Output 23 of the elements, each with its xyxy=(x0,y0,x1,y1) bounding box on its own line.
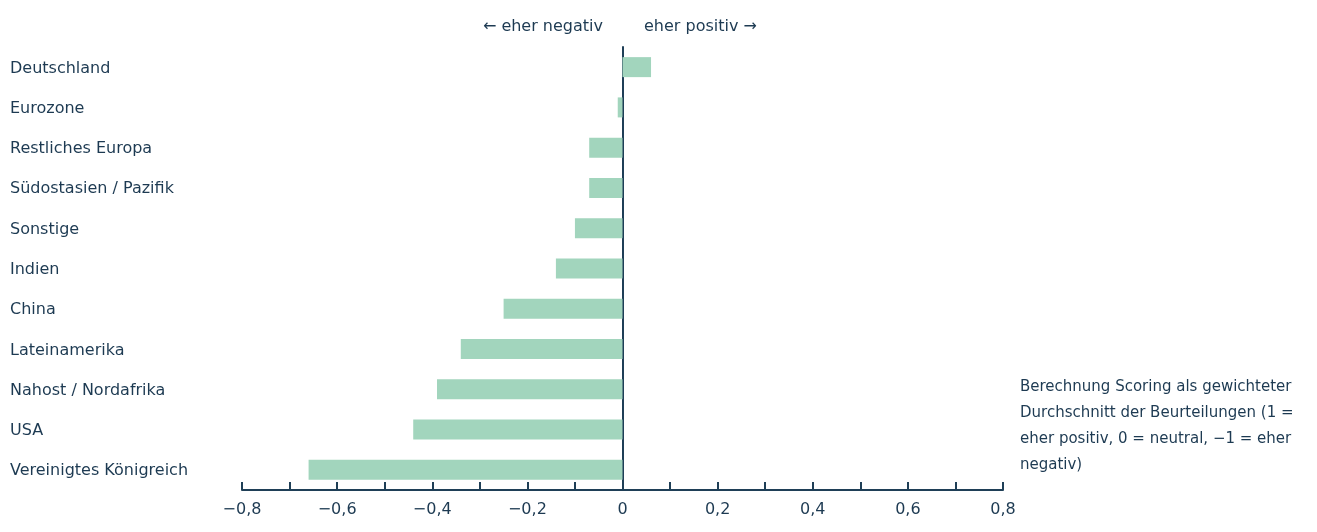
y-tick-label: Sonstige xyxy=(10,218,80,238)
y-tick-label: Restliches Europa xyxy=(10,138,153,158)
y-tick-label: Lateinamerika xyxy=(10,339,125,359)
x-tick-label: 0,4 xyxy=(800,498,826,518)
x-tick-label: 0 xyxy=(617,498,628,518)
y-tick-label: Nahost / Nordafrika xyxy=(10,379,166,399)
x-tick-label: 0,8 xyxy=(990,498,1016,518)
y-tick-label: Deutschland xyxy=(10,57,111,77)
y-tick-label: Eurozone xyxy=(10,97,85,117)
x-tick-label: −0,4 xyxy=(412,498,452,518)
text: Berechnung Scoring als gewichteter Durchschnitt der Beurteilungen (1 = eher positiv, 0 = neutral, −1 = eher negativ) xyxy=(1020,377,1299,473)
y-tick-label: China xyxy=(10,299,56,319)
x-tick-label: 0,2 xyxy=(704,498,731,518)
y-tick-label: Indien xyxy=(10,259,60,278)
x-tick-label: −0,2 xyxy=(507,498,547,518)
y-tick-label: USA xyxy=(10,420,44,440)
y-tick-label: Vereinigtes Königreich xyxy=(10,460,189,480)
text: eher positiv → xyxy=(644,15,757,35)
x-tick-label: −0,6 xyxy=(317,498,357,518)
x-tick-label: −0,8 xyxy=(222,498,262,518)
x-tick-label: 0,6 xyxy=(895,498,921,518)
y-tick-label: Südostasien / Pazifik xyxy=(10,178,175,198)
text: ← eher negativ xyxy=(482,15,604,35)
